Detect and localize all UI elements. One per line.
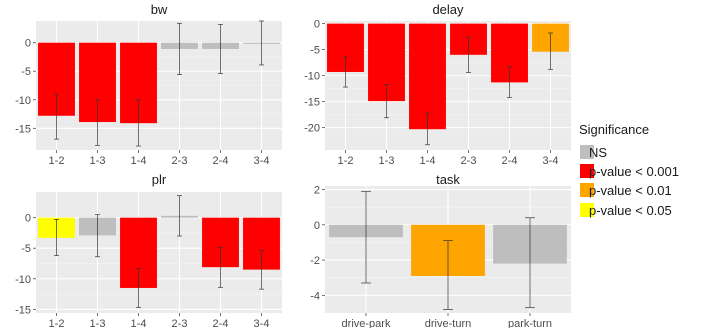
x-tick-label-3-4: 3-4 (543, 155, 559, 167)
facet-title-delay: delay (432, 2, 464, 17)
x-tick-label-drive-park: drive-park (342, 318, 391, 328)
x-tick-label-3-4: 3-4 (254, 318, 270, 328)
y-tick-label: -4 (310, 290, 320, 302)
y-tick-label: -5 (21, 243, 31, 255)
y-tick-label: -10 (304, 71, 320, 83)
x-tick-label-2-4: 2-4 (213, 318, 229, 328)
facet-panel-bw: bw 0 -5 -10 -15 1-2 1-3 1-4 2-3 2-4 3-4 (15, 2, 282, 167)
legend-label-p05: p-value < 0.05 (589, 203, 672, 218)
facet-title-task: task (436, 172, 460, 187)
x-tick-label-2-3: 2-3 (172, 155, 188, 167)
x-tick-label-1-3: 1-3 (90, 155, 106, 167)
y-tick-label: -5 (310, 45, 320, 57)
y-tick-label: 0 (314, 220, 320, 232)
legend-item-p05: p-value < 0.05 (580, 203, 672, 218)
y-tick-label: 0 (25, 213, 31, 225)
legend-item-p01: p-value < 0.01 (580, 183, 672, 198)
y-tick-label: -15 (15, 123, 31, 135)
legend-key-p01 (580, 183, 594, 197)
x-tick-label-2-4: 2-4 (213, 155, 229, 167)
legend-title: Significance (579, 122, 649, 137)
y-tick-label: -10 (15, 95, 31, 107)
x-tick-label-1-3: 1-3 (90, 318, 106, 328)
legend-label-ns: NS (589, 145, 607, 160)
y-tick-label: -20 (304, 123, 320, 135)
facet-panel-delay: delay 0 -5 -10 -15 -20 1-2 1-3 1-4 2-3 2-4 3-4 (304, 2, 571, 167)
bar-1-4 (409, 23, 446, 130)
x-tick-label-1-4: 1-4 (131, 318, 147, 328)
y-tick-label: -15 (15, 304, 31, 316)
x-tick-label-1-4: 1-4 (131, 155, 147, 167)
panel-background (325, 21, 571, 150)
y-tick-label: -5 (21, 66, 31, 78)
legend-key-p05 (580, 203, 594, 217)
facet-panel-plr: plr 0 -5 -10 -15 1-2 1-3 1-4 2-3 2-4 3-4 (15, 172, 282, 328)
x-tick-label-1-4: 1-4 (420, 155, 436, 167)
legend: Significance NS p-value < 0.001 p-value … (579, 122, 679, 218)
y-tick-label: -2 (310, 255, 320, 267)
x-tick-label-2-3: 2-3 (461, 155, 477, 167)
legend-label-p01: p-value < 0.01 (589, 183, 672, 198)
y-tick-label: 0 (314, 19, 320, 31)
x-tick-label-2-4: 2-4 (502, 155, 518, 167)
x-tick-label-3-4: 3-4 (254, 155, 270, 167)
x-tick-label-1-2: 1-2 (338, 155, 354, 167)
legend-item-ns: NS (580, 145, 607, 160)
y-tick-label: -15 (304, 97, 320, 109)
x-tick-label-1-3: 1-3 (379, 155, 395, 167)
facet-title-bw: bw (151, 2, 168, 17)
panel-background (36, 192, 282, 313)
x-tick-label-drive-turn: drive-turn (425, 318, 471, 328)
y-tick-label: -10 (15, 274, 31, 286)
legend-key-ns (580, 145, 594, 159)
legend-key-p001 (580, 164, 594, 178)
x-tick-label-1-2: 1-2 (49, 155, 65, 167)
facet-title-plr: plr (152, 172, 167, 187)
x-tick-label-2-3: 2-3 (172, 318, 188, 328)
facet-panels: bw0-5-10-151-2 1-3 1-4 2-3 2-4 3-4delay0-5-10… (15, 2, 571, 328)
legend-label-p001: p-value < 0.001 (589, 164, 679, 179)
y-tick-label: 2 (314, 185, 320, 197)
x-tick-label-park-turn: park-turn (508, 318, 552, 328)
y-tick-label: 0 (25, 38, 31, 50)
legend-item-p001: p-value < 0.001 (580, 164, 679, 179)
x-tick-label-1-2: 1-2 (49, 318, 65, 328)
facet-panel-task: task 2 0 -2 -4 drive-park drive-turn park-turn (310, 172, 571, 328)
